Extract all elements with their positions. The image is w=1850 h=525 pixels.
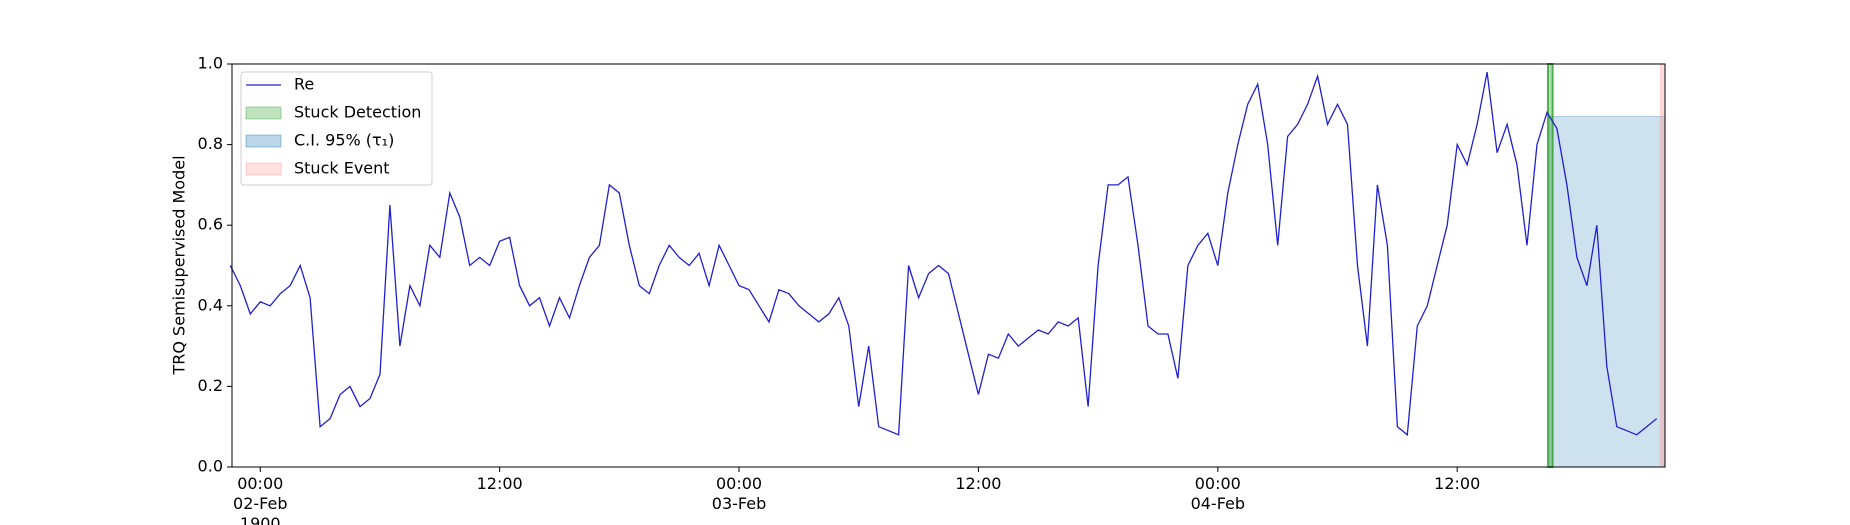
y-tick-label: 0.0 [198, 457, 223, 476]
legend-patch [245, 106, 282, 120]
legend-label: Stuck Event [294, 159, 390, 178]
shaded-region [1659, 63, 1666, 468]
legend-label: C.I. 95% (τ₁) [294, 131, 394, 150]
plot-frame [231, 63, 1666, 468]
y-axis-label: TRQ Semisupervised Model [170, 155, 189, 375]
x-tick-label: 12:00 [476, 474, 523, 493]
data-line [229, 71, 1658, 437]
legend-label: Stuck Detection [294, 103, 421, 122]
y-tick-label: 0.6 [198, 215, 223, 234]
y-tick-label: 0.2 [198, 376, 223, 395]
x-tick-label: 00:00 03-Feb [711, 474, 767, 513]
x-tick-label: 00:00 04-Feb [1190, 474, 1246, 513]
shaded-region [1548, 115, 1666, 468]
legend-patch [245, 134, 282, 148]
legend-label: Re [294, 75, 314, 94]
y-tick-label: 0.8 [198, 134, 223, 153]
shaded-region [1546, 63, 1554, 468]
x-tick-label: 00:00 02-Feb 1900 [233, 474, 288, 525]
legend-patch [245, 162, 282, 176]
x-tick-label: 12:00 [955, 474, 1002, 493]
legend-box [240, 71, 433, 186]
y-tick-label: 1.0 [198, 54, 223, 73]
x-tick-label: 12:00 [1434, 474, 1481, 493]
y-tick-label: 0.4 [198, 295, 223, 314]
